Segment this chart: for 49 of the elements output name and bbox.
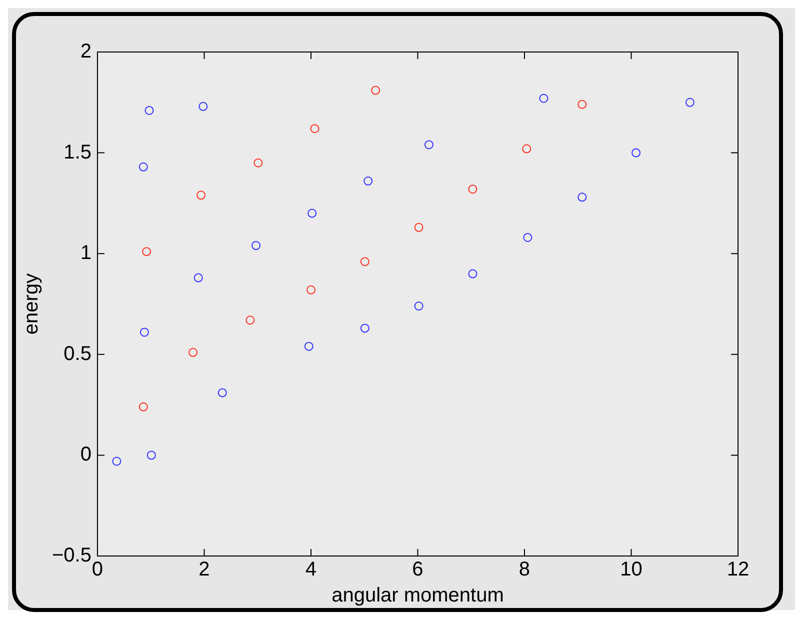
point xyxy=(140,328,149,337)
x-tick-label: 12 xyxy=(726,558,750,581)
y-tick-label: 0.5 xyxy=(64,342,92,365)
point xyxy=(188,348,198,357)
point xyxy=(685,98,694,107)
y-tick-label: 1.5 xyxy=(64,141,92,164)
y-tick-label: 1 xyxy=(80,242,92,264)
point xyxy=(138,402,148,412)
point xyxy=(196,190,206,200)
point xyxy=(360,324,370,333)
point xyxy=(252,241,261,250)
point xyxy=(539,94,548,103)
point xyxy=(142,247,152,256)
point xyxy=(468,184,478,194)
point xyxy=(424,140,434,150)
point xyxy=(218,388,227,398)
point xyxy=(112,456,122,466)
x-tick-label: 8 xyxy=(518,558,530,581)
x-tick-label: 2 xyxy=(198,558,210,581)
point xyxy=(308,208,317,218)
point xyxy=(304,342,314,351)
x-tick-label: 4 xyxy=(305,558,317,581)
point xyxy=(578,192,587,202)
point xyxy=(146,450,156,460)
point xyxy=(138,162,148,172)
point xyxy=(632,148,641,158)
point xyxy=(578,100,587,109)
point xyxy=(468,269,478,278)
point xyxy=(198,102,208,111)
point xyxy=(414,222,424,232)
point xyxy=(144,106,154,115)
y-tick-label: −0.5 xyxy=(52,544,92,567)
y-axis-title: energy xyxy=(20,273,43,335)
point xyxy=(360,257,370,266)
point xyxy=(371,86,380,95)
x-tick-label: 6 xyxy=(412,558,424,581)
point xyxy=(306,285,316,294)
point xyxy=(523,232,532,242)
point xyxy=(414,302,424,311)
y-tick-label: 2 xyxy=(80,40,92,63)
x-axis-title: angular momentum xyxy=(332,584,504,607)
point xyxy=(364,176,373,186)
point xyxy=(254,158,263,168)
point xyxy=(246,316,255,325)
point xyxy=(194,273,203,282)
point xyxy=(522,144,532,154)
point xyxy=(310,124,320,134)
x-tick-label: 10 xyxy=(620,558,642,581)
y-tick-label: 0 xyxy=(80,444,92,466)
